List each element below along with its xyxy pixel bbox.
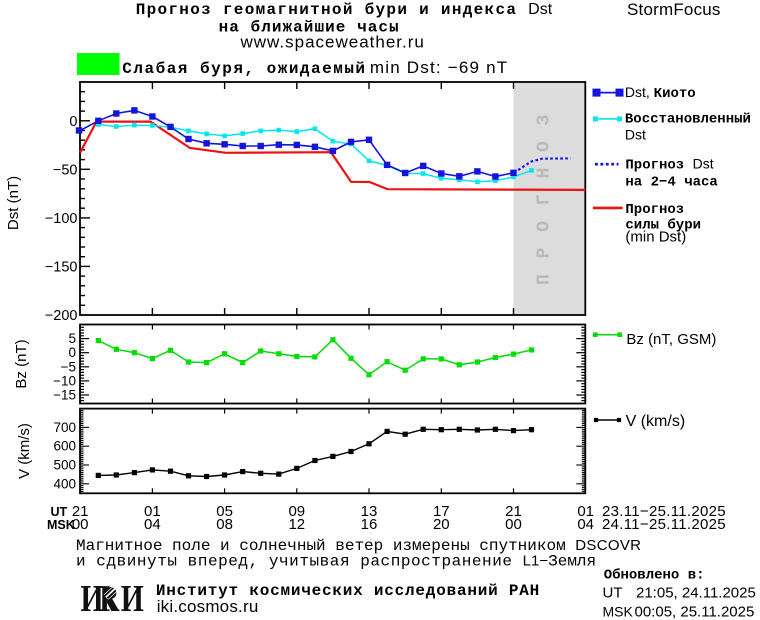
svg-text:Восстановленный: Восстановленный xyxy=(625,112,751,128)
svg-text:V (km/s): V (km/s) xyxy=(16,423,33,479)
svg-text:21:05, 24.11.2025: 21:05, 24.11.2025 xyxy=(636,585,756,602)
svg-text:21: 21 xyxy=(505,503,522,520)
svg-text:12: 12 xyxy=(288,516,305,533)
svg-text:на ближайшие часы: на ближайшие часы xyxy=(219,19,400,37)
svg-text:−5: −5 xyxy=(61,359,76,374)
svg-text:Dst: Dst xyxy=(625,127,646,143)
svg-text:00: 00 xyxy=(72,516,89,533)
svg-text:−10: −10 xyxy=(53,373,76,388)
svg-text:5: 5 xyxy=(68,331,76,346)
svg-text:MSK: MSK xyxy=(47,518,75,532)
svg-text:iki.cosmos.ru: iki.cosmos.ru xyxy=(157,597,259,616)
svg-text:на 2−4 часа: на 2−4 часа xyxy=(625,174,718,190)
svg-text:04: 04 xyxy=(144,516,161,533)
svg-text:силы бури: силы бури xyxy=(625,218,701,234)
svg-text:13: 13 xyxy=(361,503,378,520)
svg-text:min Dst: −69 nT: min Dst: −69 nT xyxy=(370,58,508,77)
svg-text:700: 700 xyxy=(53,420,76,435)
svg-text:05: 05 xyxy=(216,503,233,520)
svg-text:−200: −200 xyxy=(45,308,78,324)
svg-text:Прогноз геомагнитной бури и ин: Прогноз геомагнитной бури и индекса Dst xyxy=(136,1,553,19)
svg-text:Слабая буря, ожидаемый: Слабая буря, ожидаемый xyxy=(122,60,366,78)
svg-text:Магнитное поле и солнечный вет: Магнитное поле и солнечный ветер измерен… xyxy=(76,537,641,555)
svg-text:Прогноз: Прогноз xyxy=(625,202,684,218)
svg-text:17: 17 xyxy=(433,503,450,520)
svg-text:24.11−25.11.2025: 24.11−25.11.2025 xyxy=(602,516,726,533)
svg-text:00:05, 25.11.2025: 00:05, 25.11.2025 xyxy=(635,604,755,620)
svg-text:400: 400 xyxy=(53,476,76,491)
svg-text:00: 00 xyxy=(505,516,522,533)
svg-text:Dst (nT): Dst (nT) xyxy=(5,176,22,230)
svg-text:04: 04 xyxy=(577,516,594,533)
svg-text:08: 08 xyxy=(216,516,233,533)
svg-text:И: И xyxy=(121,579,144,620)
svg-text:Институт космических исследова: Институт космических исследований РАН xyxy=(156,582,540,600)
svg-text:Прогноз Dst: Прогноз Dst xyxy=(625,156,713,174)
svg-text:−150: −150 xyxy=(45,259,78,275)
svg-text:Bz (nT): Bz (nT) xyxy=(13,339,30,388)
svg-text:П Р О Г Н О З: П Р О Г Н О З xyxy=(535,112,555,285)
svg-text:20: 20 xyxy=(433,516,450,533)
svg-text:01: 01 xyxy=(577,503,594,520)
svg-text:(min Dst): (min Dst) xyxy=(625,229,686,246)
svg-text:www.spaceweather.ru: www.spaceweather.ru xyxy=(240,33,425,52)
svg-text:UT: UT xyxy=(51,505,68,519)
svg-text:16: 16 xyxy=(361,516,378,533)
svg-text:01: 01 xyxy=(144,503,161,520)
svg-text:UT: UT xyxy=(603,585,623,602)
svg-text:V (km/s): V (km/s) xyxy=(626,413,686,430)
svg-text:и сдвинуты вперед, учитывая ра: и сдвинуты вперед, учитывая распростране… xyxy=(76,553,596,571)
svg-text:23.11−25.11.2025: 23.11−25.11.2025 xyxy=(602,503,726,520)
svg-text:500: 500 xyxy=(53,458,76,473)
svg-text:0: 0 xyxy=(68,345,76,360)
svg-text:И: И xyxy=(81,579,104,620)
svg-text:−50: −50 xyxy=(53,162,78,178)
svg-text:21: 21 xyxy=(72,503,89,520)
svg-text:09: 09 xyxy=(288,503,305,520)
svg-text:600: 600 xyxy=(53,439,76,454)
svg-text:Dst, Киото: Dst, Киото xyxy=(625,84,696,102)
svg-text:Обновлено в:: Обновлено в: xyxy=(604,568,705,584)
svg-text:MSK: MSK xyxy=(603,604,634,620)
svg-text:−100: −100 xyxy=(45,211,78,227)
svg-text:−15: −15 xyxy=(53,388,76,403)
svg-text:Bz (nT, GSM): Bz (nT, GSM) xyxy=(626,331,716,348)
svg-text:0: 0 xyxy=(69,114,77,130)
svg-text:StormFocus: StormFocus xyxy=(627,0,721,19)
